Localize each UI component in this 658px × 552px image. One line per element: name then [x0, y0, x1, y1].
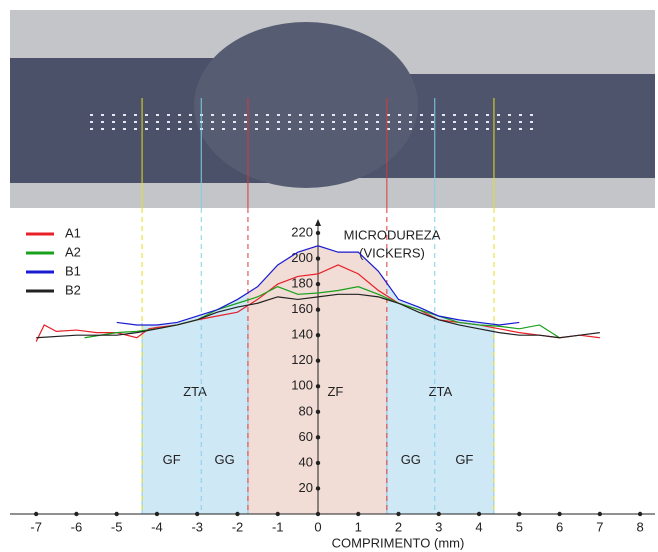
x-axis-label: COMPRIMENTO (mm) — [332, 535, 465, 550]
y-tick — [315, 486, 321, 491]
x-tick-label: 6 — [556, 519, 563, 534]
x-tick — [637, 511, 643, 517]
x-tick-label: -1 — [272, 519, 284, 534]
x-tick — [235, 511, 240, 517]
y-tick — [315, 281, 321, 287]
x-tick-label: -2 — [232, 519, 244, 534]
y-tick-label: 60 — [299, 429, 313, 444]
subzone-label: GG — [401, 452, 421, 467]
x-tick-label: 0 — [314, 519, 321, 534]
series-line — [116, 245, 520, 326]
zone — [142, 245, 248, 514]
x-tick — [436, 511, 441, 517]
y-tick-label: 140 — [291, 327, 313, 342]
x-tick — [154, 511, 160, 517]
x-tick-label: -4 — [151, 519, 163, 534]
x-tick-label: -7 — [30, 519, 42, 534]
subzone-label: GF — [163, 452, 181, 467]
x-tick-label: 2 — [395, 519, 402, 534]
x-tick — [114, 511, 119, 517]
legend-label: A1 — [65, 225, 81, 240]
x-tick-label: -6 — [71, 519, 83, 534]
x-tick — [396, 511, 401, 517]
y-tick-label: 220 — [291, 224, 313, 239]
x-tick-label: 8 — [636, 519, 643, 534]
y-tick — [315, 435, 321, 440]
x-tick — [275, 511, 280, 517]
subzone-label: GF — [455, 452, 473, 467]
y-tick-label: 200 — [291, 250, 313, 265]
x-tick — [476, 511, 482, 517]
x-tick-label: 1 — [355, 519, 362, 534]
y-tick-label: 180 — [291, 276, 313, 291]
x-tick — [517, 511, 522, 517]
zone-label: ZF — [327, 384, 343, 399]
micrograph-photo — [10, 10, 655, 208]
y-tick — [315, 256, 321, 261]
y-tick — [315, 460, 321, 466]
y-axis-arrow — [315, 219, 322, 226]
x-tick-label: 5 — [516, 519, 523, 534]
y-tick-label: 80 — [299, 403, 313, 418]
x-tick — [33, 511, 39, 517]
y-tick — [315, 230, 321, 236]
legend-label: B1 — [65, 263, 81, 278]
y-tick-label: 100 — [291, 378, 313, 393]
y-tick-label: 160 — [291, 301, 313, 316]
legend-label: B2 — [65, 282, 81, 297]
x-tick-label: 7 — [596, 519, 603, 534]
y-axis-label: MICRODUREZA — [344, 227, 441, 242]
y-tick-label: 120 — [291, 352, 313, 367]
subzone-label: GG — [214, 452, 234, 467]
y-tick — [315, 332, 321, 338]
y-axis-label: (VICKERS) — [359, 245, 425, 260]
x-tick — [356, 511, 361, 517]
y-tick-label: 40 — [299, 454, 313, 469]
y-tick-label: 20 — [299, 480, 313, 495]
x-tick-label: -5 — [111, 519, 123, 534]
y-tick — [315, 409, 321, 415]
legend-label: A2 — [65, 244, 81, 259]
x-tick — [195, 511, 200, 517]
x-tick-label: 4 — [475, 519, 482, 534]
y-tick — [315, 384, 321, 389]
x-tick-label: 3 — [435, 519, 442, 534]
y-tick — [315, 358, 321, 363]
series-line — [36, 293, 600, 339]
x-tick — [315, 511, 321, 517]
x-tick — [74, 511, 79, 517]
x-tick-label: -3 — [191, 519, 203, 534]
x-tick — [557, 511, 562, 517]
zone-label: ZTA — [183, 384, 207, 399]
x-tick — [597, 511, 603, 517]
y-tick — [315, 307, 321, 312]
zone-label: ZTA — [429, 384, 453, 399]
